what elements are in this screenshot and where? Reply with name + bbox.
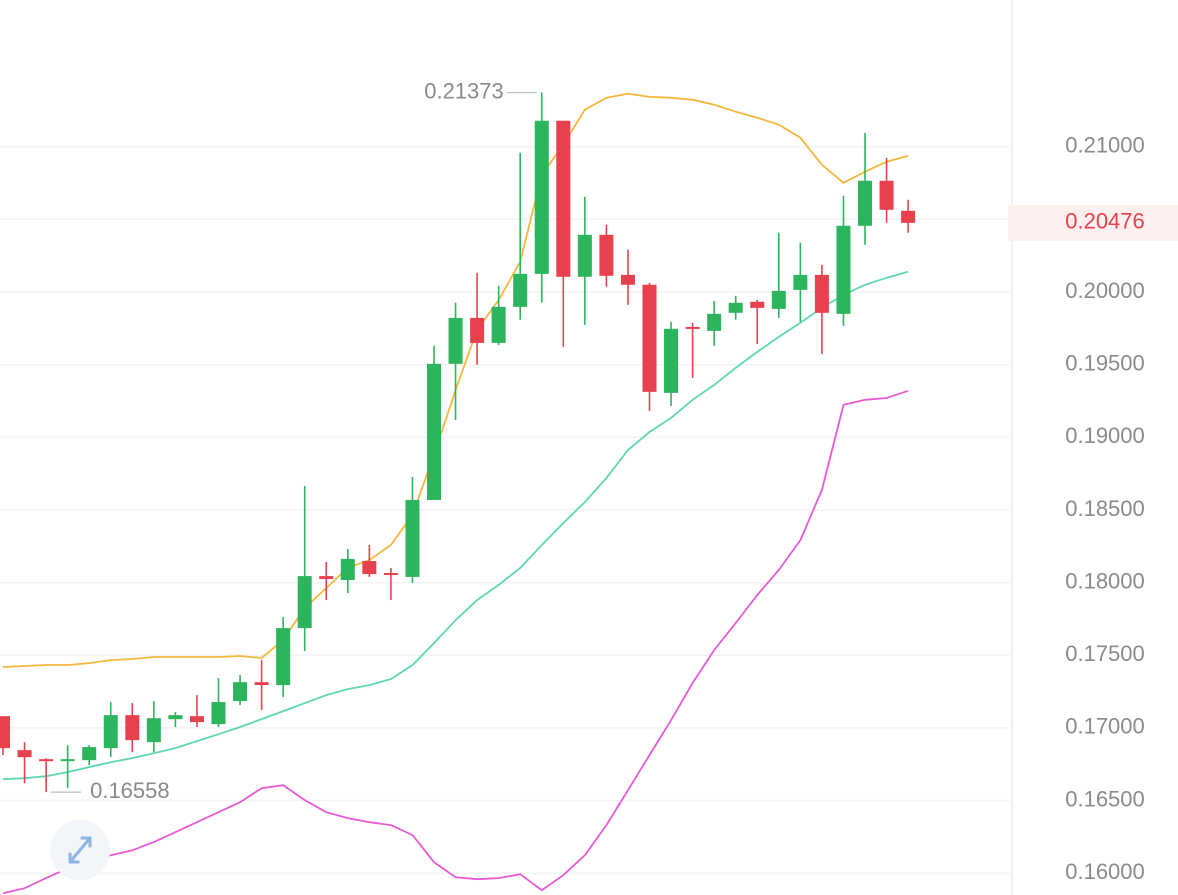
candle-body: [534, 120, 549, 274]
candle-body: [254, 682, 269, 686]
candle-body: [125, 715, 140, 741]
y-tick-label: 0.16000: [1065, 859, 1145, 884]
price-tag: 0.20476: [1065, 209, 1145, 234]
max-label: 0.21373: [424, 78, 504, 103]
candle-body: [276, 628, 291, 686]
candle-body: [513, 273, 528, 307]
candle-body: [470, 317, 485, 343]
candle-body: [405, 499, 420, 577]
candle-body: [620, 274, 635, 285]
candle-body: [599, 234, 614, 276]
candle-body: [168, 715, 183, 720]
candle-body: [383, 573, 398, 576]
candle-body: [685, 326, 700, 329]
y-tick-label: 0.21000: [1065, 133, 1145, 158]
expand-button[interactable]: [50, 820, 110, 880]
candle-body: [0, 716, 10, 749]
candle-body: [664, 328, 679, 393]
grid: [0, 145, 1010, 874]
candle-body: [901, 210, 916, 223]
min-label: 0.16558: [90, 778, 170, 803]
candle-body: [642, 284, 657, 392]
candle-body: [146, 718, 161, 743]
y-tick-label: 0.18000: [1065, 568, 1145, 593]
candle-body: [793, 274, 808, 290]
y-tick-label: 0.19500: [1065, 350, 1145, 375]
candle-body: [211, 702, 226, 725]
y-tick-label: 0.19000: [1065, 423, 1145, 448]
candle-body: [82, 747, 97, 761]
candle-body: [189, 716, 204, 723]
price-tag-bg: [1008, 204, 1178, 241]
candle-body: [319, 576, 334, 579]
y-tick-label: 0.17500: [1065, 641, 1145, 666]
candle-body: [491, 306, 506, 343]
candle-body: [427, 363, 441, 500]
candle-body: [340, 558, 355, 581]
candle-body: [60, 759, 75, 762]
candle-body: [707, 313, 722, 331]
candle-body: [728, 302, 743, 313]
candle-body: [814, 274, 829, 313]
expand-icon: [68, 836, 92, 864]
y-tick-label: 0.20000: [1065, 278, 1145, 303]
candles: [0, 92, 916, 793]
bands: [2, 92, 909, 895]
candle-body: [103, 715, 118, 749]
y-tick-label: 0.17000: [1065, 714, 1145, 739]
y-tick-label: 0.16500: [1065, 786, 1145, 811]
candle-body: [297, 576, 312, 629]
candle-body: [17, 750, 32, 758]
candle-body: [750, 301, 765, 308]
candle-body: [448, 317, 463, 364]
candle-body: [771, 290, 786, 309]
candle-body: [556, 120, 571, 277]
y-tick-label: 0.18500: [1065, 496, 1145, 521]
candle-body: [577, 234, 592, 277]
candle-body: [858, 180, 872, 226]
candle-body: [233, 682, 248, 702]
labels: 0.16000 0.16500 0.17000 0.17500 0.18000 0.185…: [51, 78, 1178, 884]
band-line: [2, 389, 909, 895]
candle-body: [39, 759, 54, 762]
candle-body: [362, 560, 377, 575]
candle-body: [836, 225, 851, 314]
candle-body: [879, 180, 894, 210]
band-line: [2, 270, 909, 781]
